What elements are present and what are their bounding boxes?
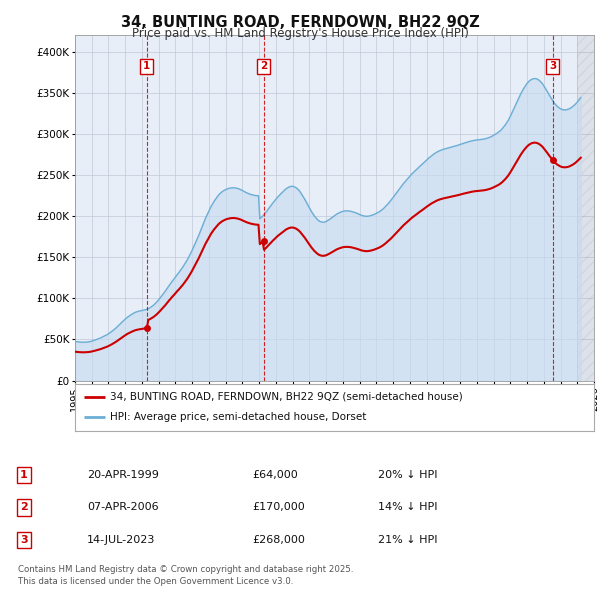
Text: 14% ↓ HPI: 14% ↓ HPI bbox=[378, 503, 437, 512]
Text: 34, BUNTING ROAD, FERNDOWN, BH22 9QZ: 34, BUNTING ROAD, FERNDOWN, BH22 9QZ bbox=[121, 15, 479, 30]
Text: 34, BUNTING ROAD, FERNDOWN, BH22 9QZ (semi-detached house): 34, BUNTING ROAD, FERNDOWN, BH22 9QZ (se… bbox=[110, 392, 463, 402]
Text: 20-APR-1999: 20-APR-1999 bbox=[87, 470, 159, 480]
Text: £64,000: £64,000 bbox=[252, 470, 298, 480]
Text: Contains HM Land Registry data © Crown copyright and database right 2025.: Contains HM Land Registry data © Crown c… bbox=[18, 565, 353, 574]
Text: 07-APR-2006: 07-APR-2006 bbox=[87, 503, 158, 512]
Text: 2: 2 bbox=[20, 503, 28, 512]
Text: 2: 2 bbox=[260, 61, 268, 71]
Text: 14-JUL-2023: 14-JUL-2023 bbox=[87, 535, 155, 545]
Text: 21% ↓ HPI: 21% ↓ HPI bbox=[378, 535, 437, 545]
Text: £170,000: £170,000 bbox=[252, 503, 305, 512]
Text: Price paid vs. HM Land Registry's House Price Index (HPI): Price paid vs. HM Land Registry's House … bbox=[131, 27, 469, 40]
Text: £268,000: £268,000 bbox=[252, 535, 305, 545]
Text: 3: 3 bbox=[549, 61, 556, 71]
Text: This data is licensed under the Open Government Licence v3.0.: This data is licensed under the Open Gov… bbox=[18, 577, 293, 586]
Text: 3: 3 bbox=[20, 535, 28, 545]
Text: 20% ↓ HPI: 20% ↓ HPI bbox=[378, 470, 437, 480]
Text: HPI: Average price, semi-detached house, Dorset: HPI: Average price, semi-detached house,… bbox=[110, 412, 367, 422]
Text: 1: 1 bbox=[20, 470, 28, 480]
Text: 1: 1 bbox=[143, 61, 151, 71]
Bar bbox=[577, 35, 600, 381]
